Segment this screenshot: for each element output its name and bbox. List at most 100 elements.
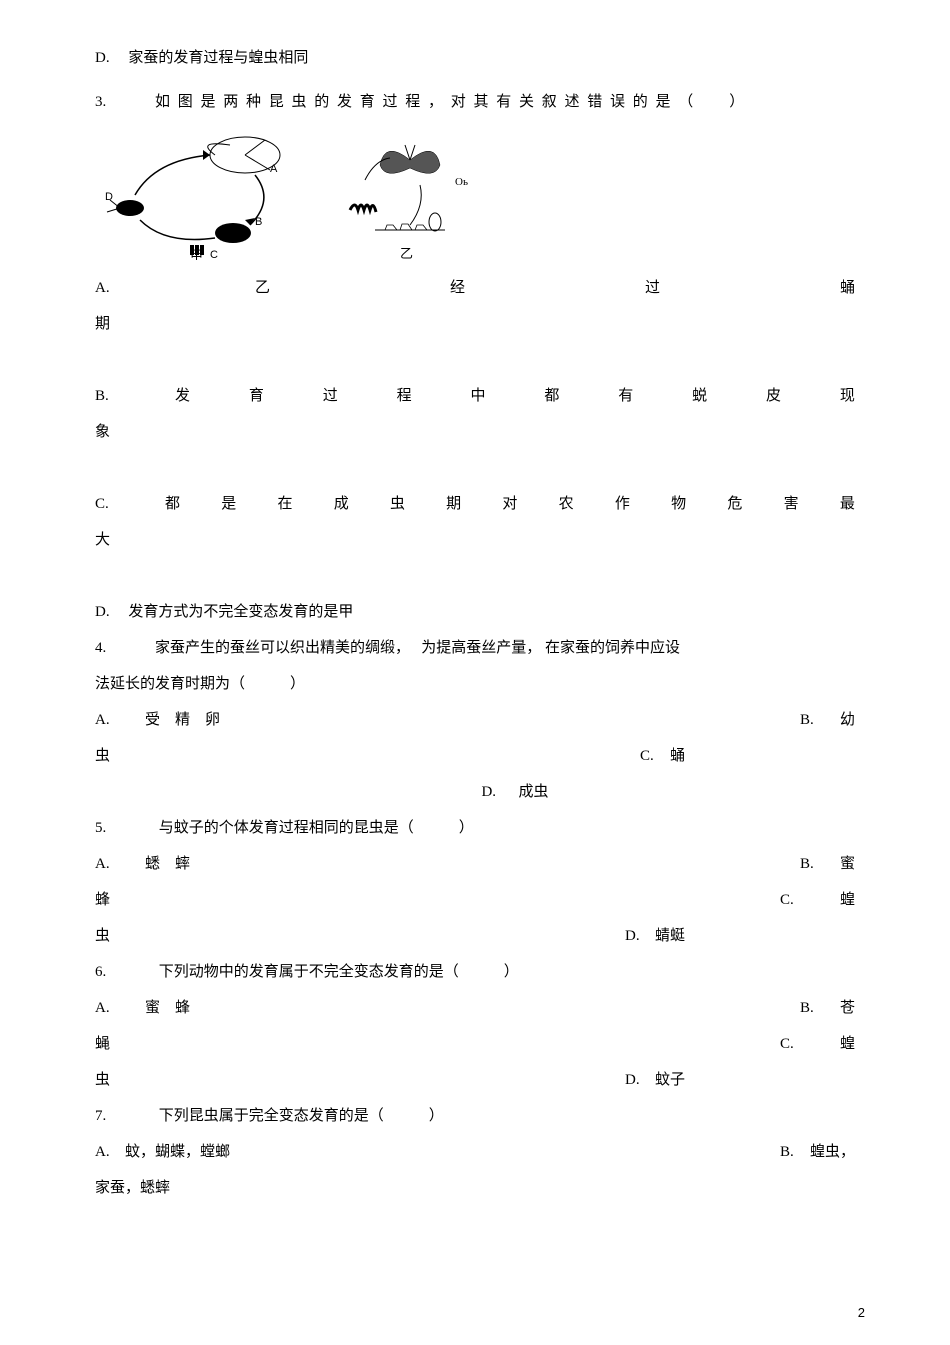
q5-line3: 虫 D. 蜻蜓 <box>95 918 855 954</box>
q3-figures: A B C 甲 D <box>95 130 855 260</box>
q3-optA-prefix: A. <box>95 270 135 306</box>
q3-optB-c9: 皮 <box>766 378 781 414</box>
q6-optC-text: 蝗 <box>840 1026 855 1062</box>
q5-optA-text: 蟋 蟀 <box>135 846 190 882</box>
q7-line2: 家蚕，蟋蟀 <box>95 1170 855 1206</box>
label-d: D <box>105 191 113 203</box>
q4-optD-prefix: D. <box>481 784 496 800</box>
label-a: A <box>270 163 278 175</box>
q5-optD-text: 蜻蜓 <box>655 918 685 954</box>
q3-option-d: D. 发育方式为不完全变态发育的是甲 <box>95 594 855 630</box>
q5-optD-prefix: D. <box>625 918 655 954</box>
q3-optC-prefix: C. <box>95 486 135 522</box>
q3-optB-c3: 过 <box>323 378 338 414</box>
q6-optB-tail: 蝇 <box>95 1026 110 1062</box>
q4-optA-text: 受 精 卵 <box>135 702 220 738</box>
q5-line2: 蜂 C. 蝗 <box>95 882 855 918</box>
q7-optB-text: 蝗虫， <box>810 1134 855 1170</box>
q7-optA-prefix: A. <box>95 1134 125 1170</box>
q4-optB-prefix: B. <box>800 702 840 738</box>
spacer <box>95 342 855 378</box>
q3-optC-c1: 都 <box>165 486 180 522</box>
q4-stem-prefix: 4. <box>95 630 155 666</box>
q4-stem-text1: 家蚕产生的蚕丝可以织出精美的绸缎， 为提高蚕丝产量， 在家蚕的饲养中应设 <box>155 630 855 666</box>
q6-optD-prefix: D. <box>625 1062 655 1098</box>
q5-optA-prefix: A. <box>95 846 135 882</box>
q3-optB-c6: 都 <box>544 378 559 414</box>
q3-optC-c12: 害 <box>784 486 799 522</box>
figure-jia: A B C 甲 D <box>95 130 295 260</box>
label-b: B <box>255 216 262 228</box>
q3-optC-c2: 是 <box>221 486 236 522</box>
label-ob: Oь <box>455 176 468 188</box>
label-c: C <box>210 249 218 260</box>
q7-stem: 7. 下列昆虫属于完全变态发育的是（ ） <box>95 1098 855 1134</box>
q7-stem-text: 下列昆虫属于完全变态发育的是（ ） <box>159 1108 444 1124</box>
q5-optB-text: 蜜 <box>840 846 855 882</box>
q3-optC-c6: 期 <box>446 486 461 522</box>
q3-option-a-line1: A. 乙 经 过 蛹 <box>95 270 855 306</box>
q3-stem-text: 如 图 是 两 种 昆 虫 的 发 育 过 程 ， 对 其 有 关 叙 述 错 … <box>155 84 855 120</box>
q3-option-c-tail: 大 <box>95 522 855 558</box>
q3-optA-c3: 过 <box>645 270 660 306</box>
q7-line1: A. 蚊，蝴蝶，螳螂 B. 蝗虫， <box>95 1134 855 1170</box>
q6-optA-prefix: A. <box>95 990 135 1026</box>
q6-stem-text: 下列动物中的发育属于不完全变态发育的是（ ） <box>159 964 519 980</box>
q6-stem: 6. 下列动物中的发育属于不完全变态发育的是（ ） <box>95 954 855 990</box>
q3-optB-c4: 程 <box>397 378 412 414</box>
q6-optA-text: 蜜 蜂 <box>135 990 190 1026</box>
q5-stem: 5. 与蚊子的个体发育过程相同的昆虫是（ ） <box>95 810 855 846</box>
q3-optC-c7: 对 <box>502 486 517 522</box>
q3-optB-prefix: B. <box>95 378 135 414</box>
q4-optC-text: 蛹 <box>670 738 685 774</box>
q6-optC-prefix: C. <box>780 1026 840 1062</box>
figure-yi-svg: Oь 乙 <box>325 130 485 260</box>
q6-optD-text: 蚊子 <box>655 1062 685 1098</box>
q3-option-b-tail: 象 <box>95 414 855 450</box>
q3-optC-c3: 在 <box>277 486 292 522</box>
figure-yi: Oь 乙 <box>325 130 485 260</box>
label-yi: 乙 <box>400 246 413 260</box>
q6-optB-text: 苍 <box>840 990 855 1026</box>
q4-optB-tail: 虫 <box>95 738 110 774</box>
q4-options-line2: 虫 C. 蛹 <box>95 738 855 774</box>
q7-optA-text: 蚊，蝴蝶，螳螂 <box>125 1134 230 1170</box>
q3-optB-c7: 有 <box>618 378 633 414</box>
q3-stem-prefix: 3. <box>95 84 155 120</box>
q4-optB-text: 幼 <box>840 702 855 738</box>
q3-optC-c5: 虫 <box>390 486 405 522</box>
q4-optC-prefix: C. <box>640 738 670 774</box>
q5-optC-text: 蝗 <box>840 882 855 918</box>
q7-optB-prefix: B. <box>780 1134 810 1170</box>
q3-optC-c4: 成 <box>334 486 349 522</box>
q6-line2: 蝇 C. 蝗 <box>95 1026 855 1062</box>
q5-line1: A. 蟋 蟀 B. 蜜 <box>95 846 855 882</box>
q4-options-line1: A. 受 精 卵 B. 幼 <box>95 702 855 738</box>
spacer <box>95 558 855 594</box>
q4-stem-line2: 法延长的发育时期为（ ） <box>95 666 855 702</box>
q5-stem-text: 与蚊子的个体发育过程相同的昆虫是（ ） <box>159 820 474 836</box>
q2-option-d: D. 家蚕的发育过程与蝗虫相同 <box>95 40 855 76</box>
q5-stem-prefix: 5. <box>95 810 155 846</box>
q5-optC-prefix: C. <box>780 882 840 918</box>
q3-optB-c2: 育 <box>249 378 264 414</box>
q3-optB-c5: 中 <box>471 378 486 414</box>
label-jia: 甲 <box>190 248 203 260</box>
q3-optB-c10: 现 <box>840 378 855 414</box>
q3-optC-c9: 作 <box>615 486 630 522</box>
figure-jia-svg: A B C 甲 D <box>95 130 295 260</box>
q4-stem-line1: 4. 家蚕产生的蚕丝可以织出精美的绸缎， 为提高蚕丝产量， 在家蚕的饲养中应设 <box>95 630 855 666</box>
q4-optA-prefix: A. <box>95 702 135 738</box>
q3-optC-c11: 危 <box>727 486 742 522</box>
q3-option-a-tail: 期 <box>95 306 855 342</box>
q3-optB-c8: 蜕 <box>692 378 707 414</box>
q3-optA-c1: 乙 <box>255 270 270 306</box>
q7-stem-prefix: 7. <box>95 1098 155 1134</box>
q5-optB-prefix: B. <box>800 846 840 882</box>
spacer <box>95 450 855 486</box>
q3-stem: 3. 如 图 是 两 种 昆 虫 的 发 育 过 程 ， 对 其 有 关 叙 述… <box>95 84 855 120</box>
page-number: 2 <box>858 1305 865 1320</box>
q3-optC-c8: 农 <box>559 486 574 522</box>
q3-optC-c13: 最 <box>840 486 855 522</box>
q3-optB-c1: 发 <box>175 378 190 414</box>
